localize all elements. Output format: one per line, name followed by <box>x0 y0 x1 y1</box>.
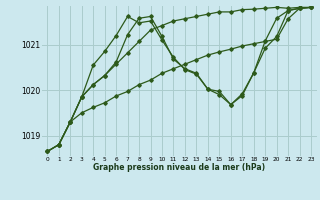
X-axis label: Graphe pression niveau de la mer (hPa): Graphe pression niveau de la mer (hPa) <box>93 163 265 172</box>
